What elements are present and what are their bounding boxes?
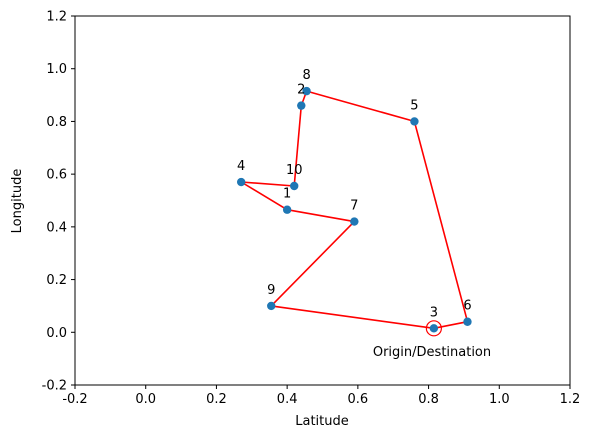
location-point-10 <box>290 181 299 191</box>
y-tick-label: 0.6 <box>46 168 67 183</box>
point-label-3: 3 <box>430 305 438 320</box>
point-label-1: 1 <box>283 187 291 202</box>
location-point-8 <box>302 86 311 96</box>
origin-destination-annotation: Origin/Destination <box>373 345 491 360</box>
y-axis-title: Longitude <box>10 169 25 234</box>
x-tick-label: 1.2 <box>560 392 581 407</box>
x-tick-label: -0.2 <box>62 392 87 407</box>
y-axis-ticks: -0.2 0.0 0.2 0.4 0.6 0.8 1.0 1.2 <box>42 10 75 394</box>
axes-frame <box>74 15 571 386</box>
point-label-9: 9 <box>267 283 275 298</box>
y-tick-label: 0.4 <box>46 220 67 235</box>
point-label-10: 10 <box>286 163 303 178</box>
point-label-6: 6 <box>463 299 471 314</box>
label-layer: 1 2 3 4 5 6 7 8 9 10 <box>237 68 472 320</box>
y-tick-label: 0.2 <box>46 273 67 288</box>
point-label-4: 4 <box>237 159 245 174</box>
location-point-2 <box>297 101 306 110</box>
x-tick-label: 0.2 <box>206 392 227 407</box>
y-tick-label: 0.0 <box>46 326 67 341</box>
y-tick-label: -0.2 <box>42 379 67 394</box>
y-tick-label: 0.8 <box>46 115 67 130</box>
x-axis-ticks: -0.2 0.0 0.2 0.4 0.6 0.8 1.0 1.2 <box>62 385 580 407</box>
point-label-7: 7 <box>350 199 358 214</box>
marker-layer <box>236 86 472 337</box>
location-point-9 <box>267 301 276 311</box>
x-tick-label: 0.4 <box>277 392 298 407</box>
y-tick-label: 1.0 <box>46 62 67 77</box>
location-point-3 <box>429 324 439 333</box>
location-point-1 <box>282 205 292 214</box>
x-tick-label: 0.6 <box>348 392 369 407</box>
location-point-5 <box>410 117 419 126</box>
plot-area: 1 2 3 4 5 6 7 8 9 10 <box>74 15 571 386</box>
x-axis-title: Latitude <box>295 414 349 429</box>
location-point-6 <box>463 317 472 326</box>
x-tick-label: 0.8 <box>418 392 439 407</box>
point-label-5: 5 <box>410 98 418 113</box>
x-tick-label: 0.0 <box>135 392 156 407</box>
point-label-2: 2 <box>297 83 305 98</box>
location-point-7 <box>350 217 359 226</box>
x-tick-label: 1.0 <box>489 392 510 407</box>
y-tick-label: 1.2 <box>46 10 67 25</box>
origin-ring <box>425 320 442 337</box>
point-label-8: 8 <box>302 68 310 83</box>
location-point-4 <box>236 177 246 187</box>
